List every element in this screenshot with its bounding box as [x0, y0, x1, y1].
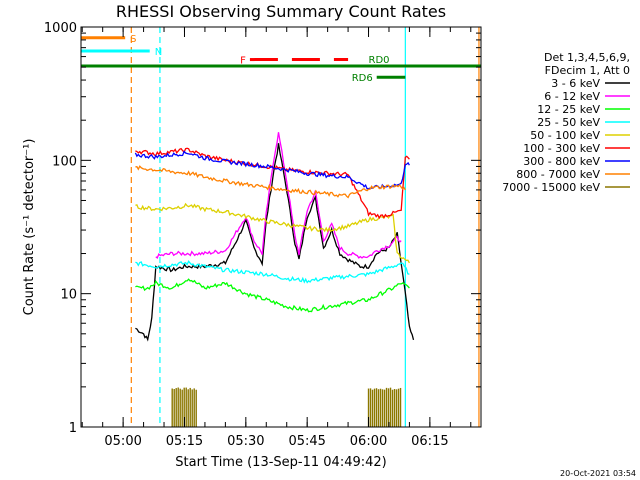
series-6-12-kev: [155, 132, 402, 259]
series-3-6-kev: [135, 143, 415, 342]
flag-label-rd0: RD0: [369, 55, 390, 66]
series-line: [134, 150, 410, 190]
y-axis-label: Count Rate (s⁻¹ detector⁻¹): [22, 139, 37, 316]
x-tick-label: 05:45: [288, 434, 325, 449]
axes: 1 10 100 1000 05:00 05:15 05:30 05:45 06:00 06:15: [44, 21, 482, 449]
series-50-100-kev: [135, 202, 410, 264]
x-tick-label: 05:30: [227, 434, 264, 449]
legend-label-25-50-kev: 25 - 50 keV: [537, 116, 600, 129]
legend-header: FDecim 1, Att 0: [545, 64, 630, 77]
chart-title: RHESSI Observing Summary Count Rates: [116, 2, 446, 21]
series-line: [135, 143, 415, 342]
x-tick-label: 05:00: [104, 434, 141, 449]
flag-label-f: F: [240, 56, 246, 67]
legend-label-6-12-kev: 6 - 12 keV: [544, 90, 600, 103]
series-lines: [134, 132, 415, 427]
series-7000-15000-kev: [171, 387, 402, 427]
x-tick-label: 06:15: [411, 434, 448, 449]
y-tick-label: 100: [52, 154, 77, 169]
legend-label-50-100-kev: 50 - 100 keV: [530, 129, 600, 142]
flag-bars: S N F RD0 RD6: [81, 34, 481, 84]
x-tick-label: 05:15: [166, 434, 203, 449]
plot-frame: [80, 26, 482, 428]
legend-header: Det 1,3,4,5,6,9,: [544, 51, 630, 64]
series-12-25-kev: [135, 278, 410, 313]
x-tick-label: 06:00: [350, 434, 387, 449]
series-300-800-kev: [134, 150, 410, 190]
y-tick-label: 1000: [44, 21, 77, 36]
series-line: [155, 132, 402, 259]
series-line: [135, 202, 410, 264]
y-tick-label: 1: [69, 421, 77, 436]
x-axis-label: Start Time (13-Sep-11 04:49:42): [175, 455, 386, 470]
legend-label-300-800-kev: 300 - 800 keV: [523, 155, 600, 168]
legend-label-100-300-kev: 100 - 300 keV: [523, 142, 600, 155]
vertical-marker-lines: [130, 27, 480, 427]
legend-label-12-25-kev: 12 - 25 keV: [537, 103, 600, 116]
y-tick-label: 10: [60, 288, 77, 303]
series-line: [135, 260, 410, 284]
series-line: [135, 165, 406, 199]
flag-label-n: N: [155, 47, 162, 58]
legend-label-800-7000-kev: 800 - 7000 keV: [516, 168, 600, 181]
legend-label-3-6-kev: 3 - 6 keV: [551, 77, 600, 90]
series-800-7000-kev: [135, 165, 406, 199]
series-line: [135, 278, 410, 313]
flag-label-s: S: [130, 34, 136, 45]
flag-label-rd6: RD6: [352, 73, 373, 84]
footer-timestamp: 20-Oct-2021 03:54: [560, 469, 636, 478]
legend: Det 1,3,4,5,6,9,FDecim 1, Att 03 - 6 keV…: [502, 51, 630, 194]
legend-label-7000-15000-kev: 7000 - 15000 keV: [502, 181, 600, 194]
series-25-50-kev: [135, 260, 410, 284]
